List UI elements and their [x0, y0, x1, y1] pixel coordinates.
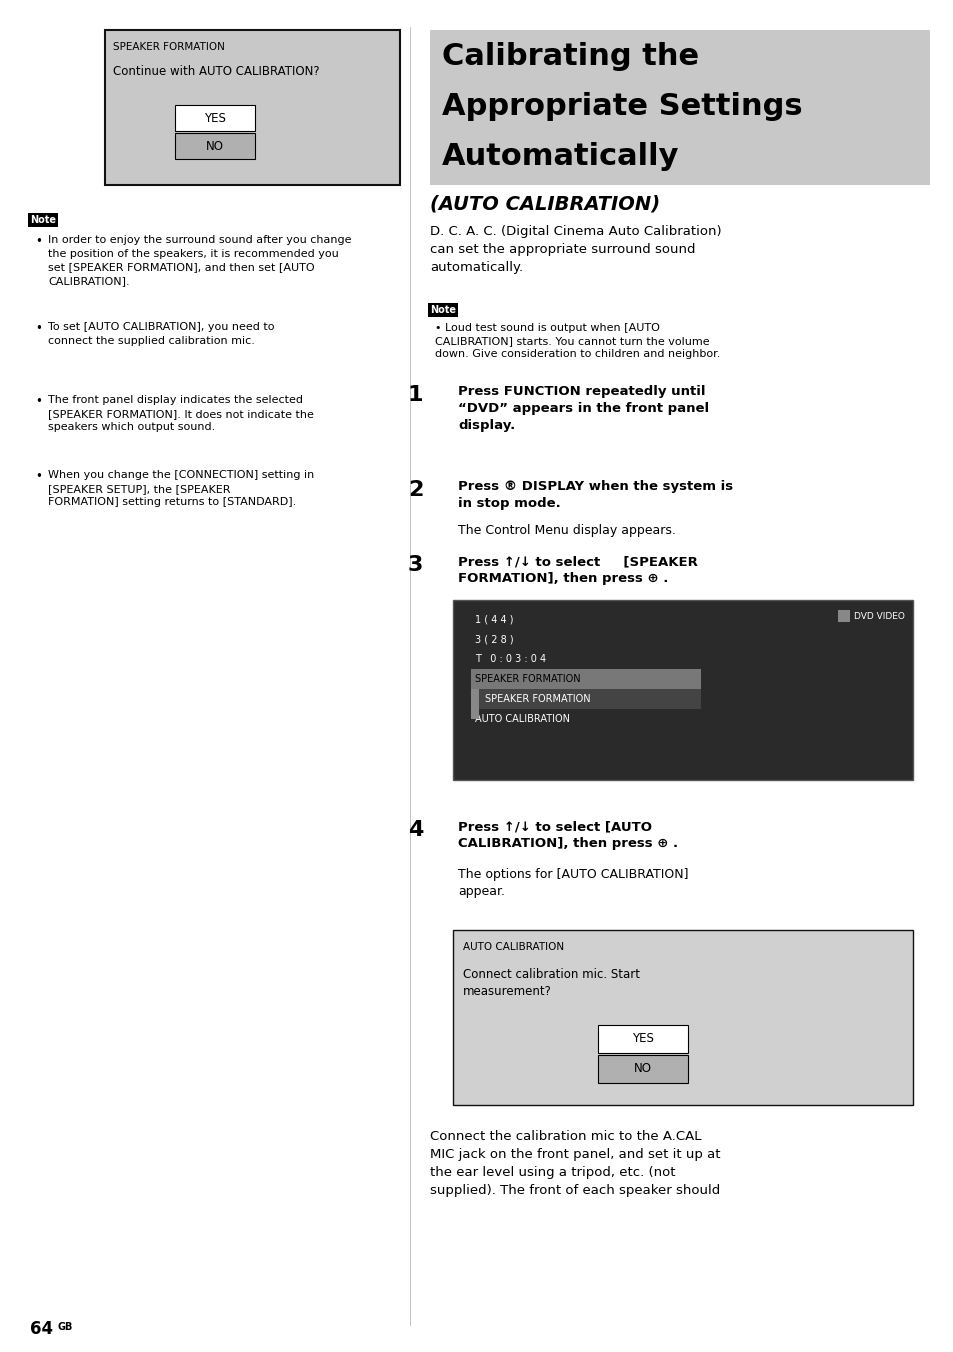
Text: T   0 : 0 3 : 0 4: T 0 : 0 3 : 0 4: [475, 654, 545, 664]
Text: Continue with AUTO CALIBRATION?: Continue with AUTO CALIBRATION?: [112, 65, 319, 78]
Text: 4: 4: [408, 821, 423, 840]
Bar: [174, 132, 254, 160]
Text: Appropriate Settings: Appropriate Settings: [441, 92, 801, 120]
Text: • Loud test sound is output when [AUTO
CALIBRATION] starts. You cannot turn the : • Loud test sound is output when [AUTO C…: [435, 323, 720, 360]
Text: When you change the [CONNECTION] setting in
[SPEAKER SETUP], the [SPEAKER
FORMAT: When you change the [CONNECTION] setting…: [48, 470, 314, 507]
Text: Calibrating the: Calibrating the: [441, 42, 699, 72]
Text: Press ® DISPLAY when the system is
in stop mode.: Press ® DISPLAY when the system is in st…: [457, 480, 732, 510]
Text: 1: 1: [408, 385, 423, 406]
Bar: [837, 610, 849, 622]
Text: Note: Note: [30, 215, 56, 224]
Bar: [430, 30, 929, 185]
Text: GB: GB: [58, 1322, 73, 1332]
Bar: [471, 708, 478, 719]
Text: Connect calibration mic. Start
measurement?: Connect calibration mic. Start measureme…: [462, 968, 639, 998]
Text: To set [AUTO CALIBRATION], you need to
connect the supplied calibration mic.: To set [AUTO CALIBRATION], you need to c…: [48, 322, 274, 346]
Text: D. C. A. C. (Digital Cinema Auto Calibration)
can set the appropriate surround s: D. C. A. C. (Digital Cinema Auto Calibra…: [430, 224, 720, 274]
Text: SPEAKER FORMATION: SPEAKER FORMATION: [484, 694, 590, 704]
Bar: [471, 690, 478, 708]
Text: Press FUNCTION repeatedly until
“DVD” appears in the front panel
display.: Press FUNCTION repeatedly until “DVD” ap…: [457, 385, 708, 433]
Text: 1 ( 4 4 ): 1 ( 4 4 ): [475, 614, 513, 625]
Text: 64: 64: [30, 1320, 53, 1338]
Bar: [453, 930, 912, 1105]
Text: •: •: [35, 395, 42, 408]
Text: Press ↑/↓ to select     [SPEAKER
FORMATION], then press ⊕ .: Press ↑/↓ to select [SPEAKER FORMATION],…: [457, 556, 698, 585]
Bar: [471, 690, 700, 708]
Text: The options for [AUTO CALIBRATION]
appear.: The options for [AUTO CALIBRATION] appea…: [457, 868, 688, 898]
Text: Connect the calibration mic to the A.CAL
MIC jack on the front panel, and set it: Connect the calibration mic to the A.CAL…: [430, 1130, 720, 1197]
Text: 3 ( 2 8 ): 3 ( 2 8 ): [475, 634, 513, 644]
Bar: [453, 600, 912, 780]
Text: •: •: [35, 470, 42, 483]
Text: Automatically: Automatically: [441, 142, 679, 170]
Text: Note: Note: [430, 306, 456, 315]
Text: •: •: [35, 322, 42, 335]
Text: NO: NO: [206, 139, 224, 153]
Text: AUTO CALIBRATION: AUTO CALIBRATION: [462, 942, 563, 952]
Text: YES: YES: [632, 1033, 653, 1045]
Bar: [105, 30, 399, 185]
Text: (AUTO CALIBRATION): (AUTO CALIBRATION): [430, 195, 659, 214]
Bar: [174, 105, 254, 131]
Bar: [598, 1055, 687, 1083]
Text: 3: 3: [408, 556, 423, 575]
Text: 2: 2: [408, 480, 423, 500]
Text: The Control Menu display appears.: The Control Menu display appears.: [457, 525, 675, 537]
Text: SPEAKER FORMATION: SPEAKER FORMATION: [475, 675, 580, 684]
Text: NO: NO: [634, 1063, 651, 1075]
Text: DVD VIDEO: DVD VIDEO: [853, 612, 904, 621]
Bar: [471, 669, 700, 690]
Text: The front panel display indicates the selected
[SPEAKER FORMATION]. It does not : The front panel display indicates the se…: [48, 395, 314, 433]
Text: YES: YES: [204, 111, 226, 124]
Text: In order to enjoy the surround sound after you change
the position of the speake: In order to enjoy the surround sound aft…: [48, 235, 351, 285]
Text: Press ↑/↓ to select [AUTO
CALIBRATION], then press ⊕ .: Press ↑/↓ to select [AUTO CALIBRATION], …: [457, 821, 678, 850]
Text: SPEAKER FORMATION: SPEAKER FORMATION: [112, 42, 225, 51]
Text: AUTO CALIBRATION: AUTO CALIBRATION: [475, 714, 569, 725]
Text: •: •: [35, 235, 42, 247]
Bar: [598, 1025, 687, 1053]
